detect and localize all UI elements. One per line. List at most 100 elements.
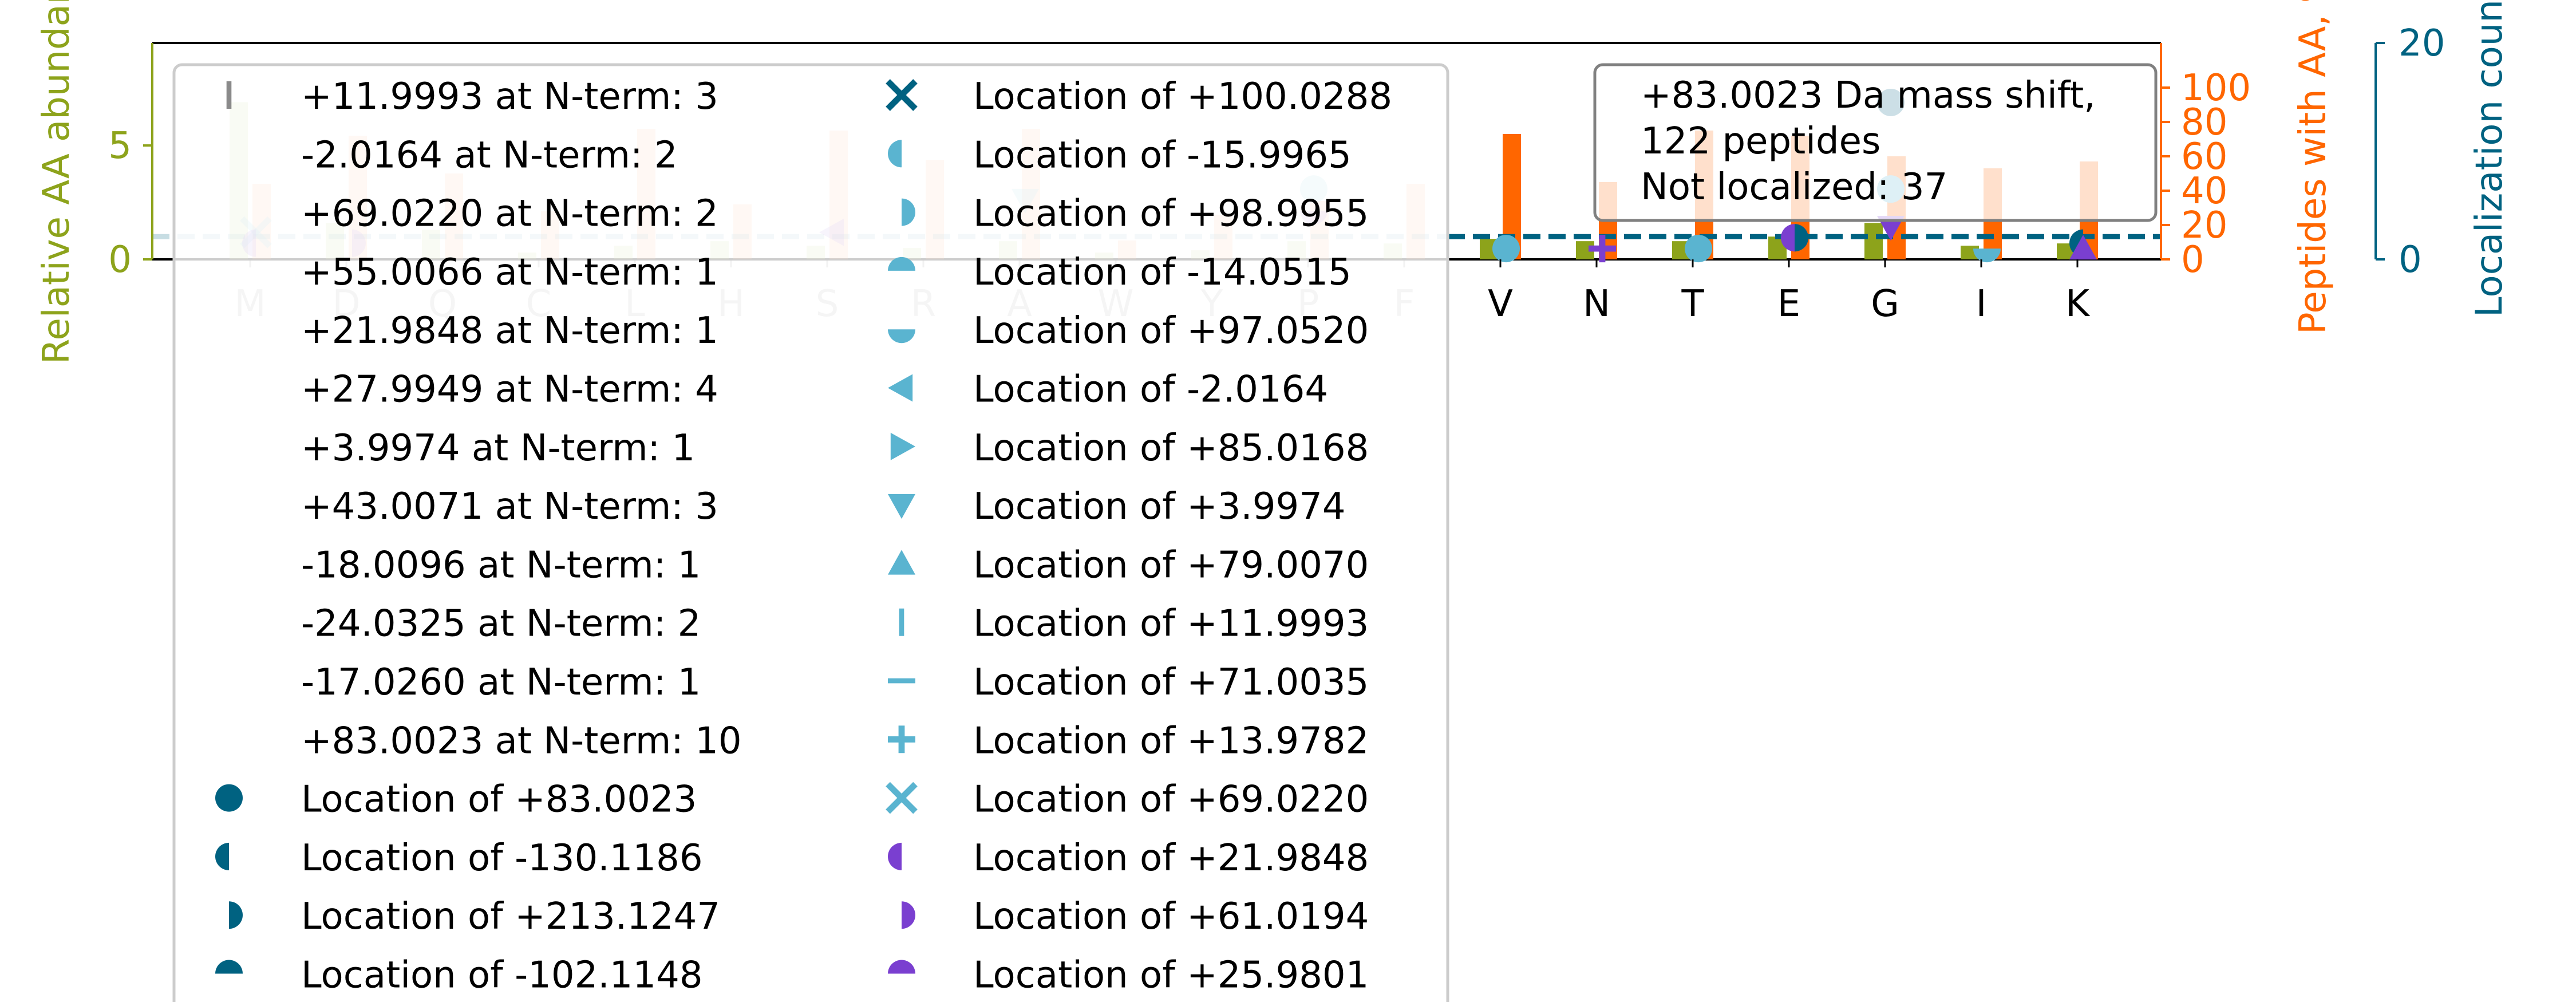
legend-marker-col2-3 xyxy=(888,257,915,271)
legend-item-col1-5: +27.9949 at N-term: 4 xyxy=(301,369,718,411)
legend-label-col1-3: +55.0066 at N-term: 1 xyxy=(301,251,718,294)
legend-marker-col2-13 xyxy=(888,842,902,870)
legend-label-col1-5: +27.9949 at N-term: 4 xyxy=(301,369,718,411)
y-axis-right-peptides-label: Peptides with AA, % xyxy=(2292,0,2334,334)
tick-label-axis-left-5: 5 xyxy=(108,125,132,167)
bar-abundance-G xyxy=(1864,223,1883,259)
legend-label-col1-8: -18.0096 at N-term: 1 xyxy=(301,544,701,586)
stat-box-line2: 122 peptides xyxy=(1641,120,1880,163)
legend-item-col1-0: +11.9993 at N-term: 3 xyxy=(226,76,718,118)
y-axis-right-localization: Localization count 0 20 xyxy=(2374,0,2511,317)
legend-item-col1-4: +21.9848 at N-term: 1 xyxy=(301,310,718,352)
legend-label-col2-7: Location of +3.9974 xyxy=(973,486,1346,528)
legend-item-col2-9: Location of +11.9993 xyxy=(899,603,1369,645)
legend-label-col1-13: Location of -130.1186 xyxy=(301,837,703,879)
stat-box-frame xyxy=(1593,63,2158,222)
point-I-15 xyxy=(1973,248,2001,263)
x-tick-label-E: E xyxy=(1777,283,1800,325)
legend-marker-col2-12 xyxy=(886,782,918,814)
tick-label-axis-right1-0: 0 xyxy=(2181,239,2204,281)
legend-label-col2-14: Location of +61.0194 xyxy=(973,896,1369,938)
legend-item-col1-15: Location of -102.1148 xyxy=(215,954,703,997)
legend-label-col2-8: Location of +79.0070 xyxy=(973,544,1369,586)
x-tick-label-T: T xyxy=(1681,283,1704,325)
tick-label-axis-right1-40: 40 xyxy=(2181,170,2227,212)
legend-item-col1-3: +55.0066 at N-term: 1 xyxy=(301,251,718,294)
legend-marker-col2-8 xyxy=(888,550,915,575)
legend-label-col2-15: Location of +25.9801 xyxy=(973,954,1369,997)
legend-label-col2-2: Location of +98.9955 xyxy=(973,193,1369,235)
legend-label-col1-1: -2.0164 at N-term: 2 xyxy=(301,134,678,176)
legend-label-col2-10: Location of +71.0035 xyxy=(973,661,1369,704)
legend-marker-col2-4 xyxy=(888,329,915,344)
legend-marker-col2-2 xyxy=(902,198,915,226)
legend-label-col2-0: Location of +100.0288 xyxy=(973,76,1392,118)
legend-marker-col1-13 xyxy=(215,842,229,870)
x-tick-label-K: K xyxy=(2065,283,2091,325)
legend-item-col1-14: Location of +213.1247 xyxy=(229,896,720,938)
point-T-9 xyxy=(1685,235,1712,263)
legend-label-col2-9: Location of +11.9993 xyxy=(973,603,1369,645)
legend-label-col2-3: Location of -14.0515 xyxy=(973,251,1352,294)
legend-item-col2-7: Location of +3.9974 xyxy=(888,486,1346,528)
legend-item-col1-2: +69.0220 at N-term: 2 xyxy=(301,193,718,235)
tick-label-axis-right1-20: 20 xyxy=(2181,204,2227,247)
y-axis-right-localization-label: Localization count xyxy=(2468,0,2511,317)
legend-item-col2-15: Location of +25.9801 xyxy=(888,954,1369,997)
point-G-14 xyxy=(1877,216,1905,241)
point-V-7 xyxy=(1492,235,1520,263)
legend: +11.9993 at N-term: 3 -2.0164 at N-term: … xyxy=(172,63,1449,1002)
y-axis-left-label: Relative AA abundance xyxy=(35,0,78,364)
legend-label-col1-4: +21.9848 at N-term: 1 xyxy=(301,310,718,352)
legend-item-col1-13: Location of -130.1186 xyxy=(215,837,703,879)
legend-label-col1-11: +83.0023 at N-term: 10 xyxy=(301,720,742,762)
legend-marker-col2-15 xyxy=(888,960,915,974)
stat-box-line1: +83.0023 Da mass shift, xyxy=(1641,74,2096,117)
legend-marker-col1-14 xyxy=(229,901,243,929)
x-tick-label-I: I xyxy=(1976,283,1987,325)
legend-item-col1-11: +83.0023 at N-term: 10 xyxy=(301,720,742,762)
legend-marker-col2-6 xyxy=(890,432,915,460)
stat-box: +83.0023 Da mass shift, 122 peptides Not… xyxy=(1593,63,2158,222)
legend-item-col1-1: -2.0164 at N-term: 2 xyxy=(301,134,678,176)
legend-marker-col2-5 xyxy=(888,374,913,402)
legend-item-col2-11: Location of +13.9782 xyxy=(888,720,1369,762)
legend-item-col2-6: Location of +85.0168 xyxy=(890,427,1369,470)
legend-label-col2-4: Location of +97.0520 xyxy=(973,310,1369,352)
tick-label-axis-left-0: 0 xyxy=(108,239,132,281)
legend-item-col1-10: -17.0260 at N-term: 1 xyxy=(301,661,701,704)
legend-item-col2-12: Location of +69.0220 xyxy=(886,779,1369,821)
legend-item-col1-12: Location of +83.0023 xyxy=(215,779,697,821)
legend-marker-col2-1 xyxy=(888,140,902,168)
legend-item-col2-2: Location of +98.9955 xyxy=(902,193,1369,235)
legend-label-col2-12: Location of +69.0220 xyxy=(973,779,1369,821)
legend-item-col2-4: Location of +97.0520 xyxy=(888,310,1369,352)
tick-label-axis-right1-60: 60 xyxy=(2181,136,2227,178)
legend-label-col1-12: Location of +83.0023 xyxy=(301,779,697,821)
legend-item-col2-10: Location of +71.0035 xyxy=(888,661,1369,704)
legend-label-col1-7: +43.0071 at N-term: 3 xyxy=(301,486,718,528)
x-tick-label-N: N xyxy=(1583,283,1610,325)
legend-label-col1-6: +3.9974 at N-term: 1 xyxy=(301,427,695,470)
legend-item-col2-5: Location of -2.0164 xyxy=(888,369,1328,411)
legend-item-col2-8: Location of +79.0070 xyxy=(888,544,1369,586)
legend-label-col1-15: Location of -102.1148 xyxy=(301,954,703,997)
legend-item-col2-14: Location of +61.0194 xyxy=(902,896,1369,938)
legend-marker-col1-12 xyxy=(215,784,243,812)
legend-label-col2-13: Location of +21.9848 xyxy=(973,837,1369,879)
y-axis-left: Relative AA abundance 0 5 xyxy=(35,0,153,364)
tick-label-axis-right2-0: 0 xyxy=(2399,239,2422,281)
legend-label-col2-1: Location of -15.9965 xyxy=(973,134,1352,176)
legend-marker-col1-15 xyxy=(215,960,243,974)
legend-item-col1-6: +3.9974 at N-term: 1 xyxy=(301,427,695,470)
legend-item-col2-1: Location of -15.9965 xyxy=(888,134,1352,176)
legend-frame xyxy=(172,63,1449,1002)
legend-label-col2-11: Location of +13.9782 xyxy=(973,720,1369,762)
tick-label-axis-right1-100: 100 xyxy=(2181,67,2251,109)
legend-marker-col2-0 xyxy=(886,79,918,111)
x-tick-label-V: V xyxy=(1488,283,1513,325)
legend-item-col2-0: Location of +100.0288 xyxy=(886,76,1392,118)
tick-label-axis-right2-20: 20 xyxy=(2399,22,2445,65)
